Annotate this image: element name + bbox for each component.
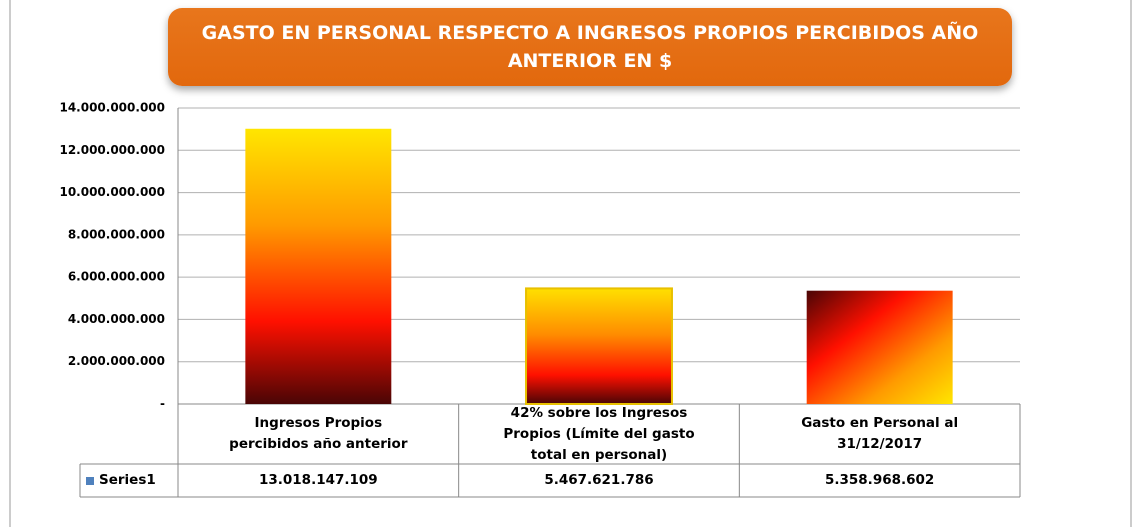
legend-key: [86, 476, 94, 485]
bar: [806, 290, 953, 404]
y-tick-label: 8.000.000.000: [68, 227, 165, 241]
bar: [245, 128, 392, 405]
x-tick-label: Gasto en Personal al 31/12/2017: [739, 404, 1020, 464]
data-table-value-text: 13.018.147.109: [258, 472, 378, 488]
y-tick-label: 14.000.000.000: [59, 101, 165, 115]
chart-title: GASTO EN PERSONAL RESPECTO A INGRESOS PR…: [168, 8, 1012, 86]
x-tick-label-text: 42% sobre los Ingresos Propios (Límite d…: [503, 404, 695, 463]
y-tick-label: 2.000.000.000: [68, 354, 165, 368]
y-tick-label: -: [160, 397, 165, 411]
data-table-value-text: 5.467.621.786: [544, 472, 654, 488]
bar: [525, 287, 673, 406]
data-table-value: 5.358.968.602: [739, 464, 1020, 497]
y-tick-label: 10.000.000.000: [59, 185, 165, 199]
x-tick-label: 42% sobre los Ingresos Propios (Límite d…: [459, 404, 740, 464]
data-table-value: 13.018.147.109: [178, 464, 459, 497]
x-tick-label-text: Gasto en Personal al 31/12/2017: [801, 415, 959, 452]
data-table-value: 5.467.621.786: [459, 464, 740, 497]
y-tick-label: 12.000.000.000: [59, 143, 165, 157]
y-tick-label: 6.000.000.000: [68, 270, 165, 284]
y-tick-label: 4.000.000.000: [68, 312, 165, 326]
legend-entry: Series1: [80, 464, 178, 497]
x-tick-label-text: Ingresos Propios percibidos año anterior: [229, 415, 408, 452]
chart-frame: [9, 0, 1132, 527]
data-table-value-text: 5.358.968.602: [824, 472, 935, 488]
legend-entry-text: Series1: [99, 472, 156, 488]
x-tick-label: Ingresos Propios percibidos año anterior: [178, 404, 459, 464]
